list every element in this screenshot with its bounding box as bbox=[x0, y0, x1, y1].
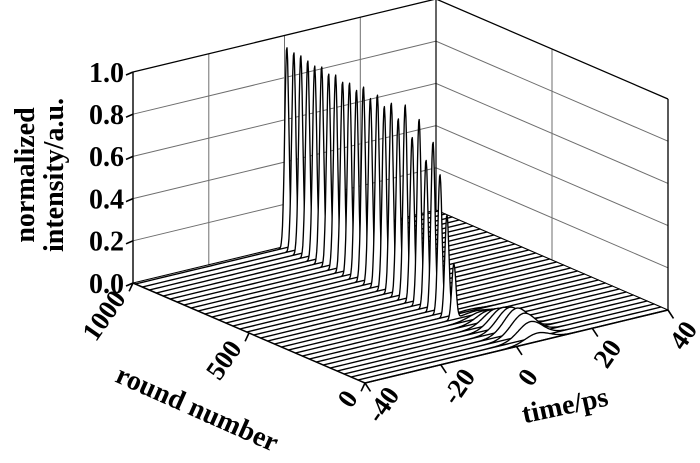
round-tick-label: 500 bbox=[200, 335, 248, 385]
time-tick-label: 40 bbox=[663, 316, 700, 355]
z-tick bbox=[125, 113, 134, 118]
time-tick bbox=[515, 346, 523, 356]
z-axis-title-line1: normalized bbox=[9, 107, 41, 243]
time-tick-label: -40 bbox=[360, 381, 405, 428]
z-tick bbox=[125, 197, 134, 203]
time-tick-label: 20 bbox=[587, 334, 627, 373]
time-tick bbox=[364, 382, 372, 392]
z-tick bbox=[125, 240, 134, 245]
time-tick bbox=[440, 364, 447, 374]
z-tick bbox=[125, 71, 134, 76]
round-tick-label: 0 bbox=[331, 385, 363, 413]
box-top-right-edge bbox=[436, 0, 669, 100]
z-axis-title: normalized intensity/a.u. bbox=[9, 97, 70, 253]
round-tick bbox=[128, 282, 134, 292]
z-tick bbox=[125, 155, 134, 161]
z-tick-label: 0.0 bbox=[89, 269, 124, 300]
time-tick bbox=[591, 327, 599, 338]
box-top-left-edge bbox=[132, 0, 435, 73]
z-tick-label: 1.0 bbox=[89, 58, 124, 89]
z-tick-label: 0.6 bbox=[89, 142, 124, 173]
right-wall-floor-edge bbox=[435, 209, 669, 311]
z-tick-label: 0.2 bbox=[89, 227, 124, 258]
z-tick-label: 0.4 bbox=[89, 184, 124, 215]
time-tick-label: 0 bbox=[512, 363, 544, 391]
z-tick bbox=[125, 282, 134, 287]
round-tick bbox=[244, 332, 250, 342]
z-tick-label: 0.8 bbox=[89, 100, 124, 131]
z-gridline bbox=[132, 40, 669, 142]
time-tick-label: -20 bbox=[436, 363, 481, 410]
round-tick bbox=[360, 382, 366, 392]
intensity-trace bbox=[350, 303, 655, 378]
time-tick bbox=[667, 309, 675, 319]
intensity-trace bbox=[357, 306, 662, 381]
z-axis-title-line2: intensity/a.u. bbox=[39, 97, 70, 253]
